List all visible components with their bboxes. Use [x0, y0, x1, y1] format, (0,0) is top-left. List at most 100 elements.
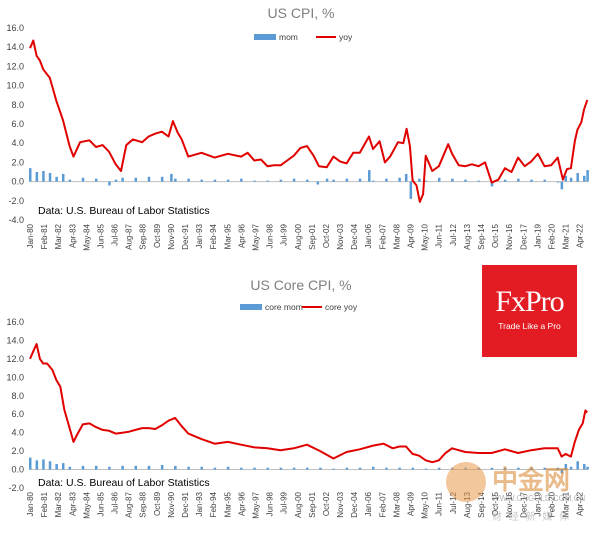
x-tick-label: Dec-04 — [350, 491, 359, 517]
mom-bar — [586, 466, 589, 470]
mom-bar — [94, 178, 98, 182]
mom-bar — [556, 181, 560, 183]
mom-bar — [398, 467, 401, 470]
mom-bar — [226, 179, 230, 182]
mom-bar — [490, 181, 494, 187]
mom-bar — [213, 467, 217, 470]
mom-bar — [319, 467, 322, 470]
mom-bar — [240, 178, 243, 182]
mom-bar — [48, 461, 52, 470]
x-tick-label: Jan-93 — [195, 491, 204, 516]
x-tick-label: Jun-11 — [435, 491, 444, 515]
mom-bar — [576, 461, 579, 470]
x-tick-label: Feb-81 — [40, 491, 49, 517]
mom-bar — [503, 179, 507, 182]
x-tick-label: Oct-15 — [491, 491, 500, 516]
watermark-name: 中金网 — [492, 465, 571, 495]
mom-bar — [371, 180, 375, 182]
mom-bar — [306, 179, 309, 182]
mom-bar — [68, 179, 72, 182]
x-tick-label: Jul-99 — [280, 223, 289, 245]
x-tick-label: Jul-86 — [111, 223, 120, 245]
x-tick-label: Jan-06 — [364, 223, 373, 248]
mom-bar — [503, 467, 507, 470]
x-tick-label: Aug-13 — [463, 491, 472, 517]
x-tick-label: Mar-95 — [223, 491, 232, 517]
mom-bar — [332, 468, 335, 470]
mom-bar — [81, 465, 85, 470]
y-tick-label: 4.0 — [11, 138, 24, 148]
mom-bar — [147, 465, 151, 470]
mom-bar — [292, 178, 296, 182]
mom-bar — [29, 457, 32, 470]
x-tick-label: Aug-87 — [125, 491, 134, 517]
x-tick-label: Nov-90 — [167, 223, 176, 249]
x-tick-label: Oct-89 — [153, 491, 162, 516]
x-tick-label: Feb-07 — [378, 491, 387, 517]
y-tick-label: 12.0 — [6, 354, 24, 364]
mom-bar — [42, 171, 45, 182]
x-tick-label: Jan-93 — [195, 223, 204, 248]
mom-bar — [160, 464, 164, 470]
x-tick-label: Jul-86 — [111, 491, 120, 513]
mom-bar — [556, 467, 560, 470]
x-tick-label: Nov-16 — [505, 223, 514, 249]
mom-bar — [464, 179, 467, 182]
cngold-watermark: 中金网 WWW.CNGOLD.COM.CN 财 经 新 媒 体 — [444, 460, 602, 530]
mom-bar — [576, 172, 579, 182]
fxpro-logo-tagline: Trade Like a Pro — [498, 321, 561, 331]
core-cpi-chart: US Core CPI, % core mom core yoy -2.0 0.0 2.0… — [0, 270, 602, 531]
mom-bar — [451, 178, 454, 182]
mom-bar — [543, 467, 546, 470]
x-tick-label: Oct-02 — [322, 224, 331, 249]
mom-bar — [114, 179, 118, 182]
mom-bar — [108, 181, 111, 186]
mom-bar — [253, 467, 256, 470]
y-tick-label: 10.0 — [6, 81, 24, 91]
x-tick-label: Jun-98 — [266, 491, 275, 516]
x-tick-label: Mar-21 — [562, 491, 571, 517]
x-tick-label: May-10 — [421, 223, 430, 250]
x-tick-label: Mar-08 — [392, 491, 401, 517]
mom-bar — [404, 173, 408, 182]
chart-title: US CPI, % — [268, 5, 335, 21]
mom-bar — [200, 466, 203, 470]
x-tick-label: Dec-91 — [181, 223, 190, 249]
x-tick-label: Jan-06 — [364, 491, 373, 516]
x-tick-label: Feb-20 — [547, 491, 556, 517]
y-tick-label: 16.0 — [6, 317, 24, 327]
mom-bar — [35, 172, 39, 182]
cpi-chart: US CPI, % mom yoy -4.0 -2.0 0.0 2.0 4.0 6.0 8.0 10… — [0, 0, 602, 262]
chart-title: US Core CPI, % — [250, 277, 351, 293]
mom-bar — [55, 176, 58, 182]
x-tick-label: Sep-01 — [308, 223, 317, 249]
mom-bar — [42, 459, 45, 470]
legend-swatch-bar — [254, 34, 276, 40]
x-tick-label: Feb-81 — [40, 223, 49, 249]
x-tick-label: Oct-02 — [322, 492, 331, 517]
y-tick-label: 6.0 — [11, 409, 24, 419]
mom-bar — [517, 467, 520, 470]
mom-bar — [569, 466, 573, 470]
mom-bar — [424, 180, 428, 182]
mom-bar — [437, 177, 441, 182]
legend-label: core mom — [265, 302, 303, 312]
x-tick-label: Oct-89 — [153, 223, 162, 248]
y-tick-label: -4.0 — [8, 215, 24, 225]
mom-bar — [530, 179, 533, 182]
x-tick-label: Nov-16 — [505, 491, 514, 517]
y-tick-label: 6.0 — [11, 119, 24, 129]
y-tick-label: 8.0 — [11, 100, 24, 110]
mom-bar — [316, 181, 320, 185]
x-tick-label: Jul-99 — [280, 491, 289, 513]
mom-bar — [409, 181, 413, 199]
x-tick-label: Apr-83 — [68, 223, 77, 248]
mom-bar — [560, 469, 564, 474]
mom-bar — [35, 460, 39, 470]
mom-bar — [279, 179, 283, 182]
mom-bar — [583, 464, 586, 470]
x-tick-label: Apr-96 — [237, 223, 246, 248]
mom-bar — [358, 178, 362, 182]
x-tick-label: Jun-11 — [435, 223, 444, 247]
mom-bar — [81, 177, 85, 182]
